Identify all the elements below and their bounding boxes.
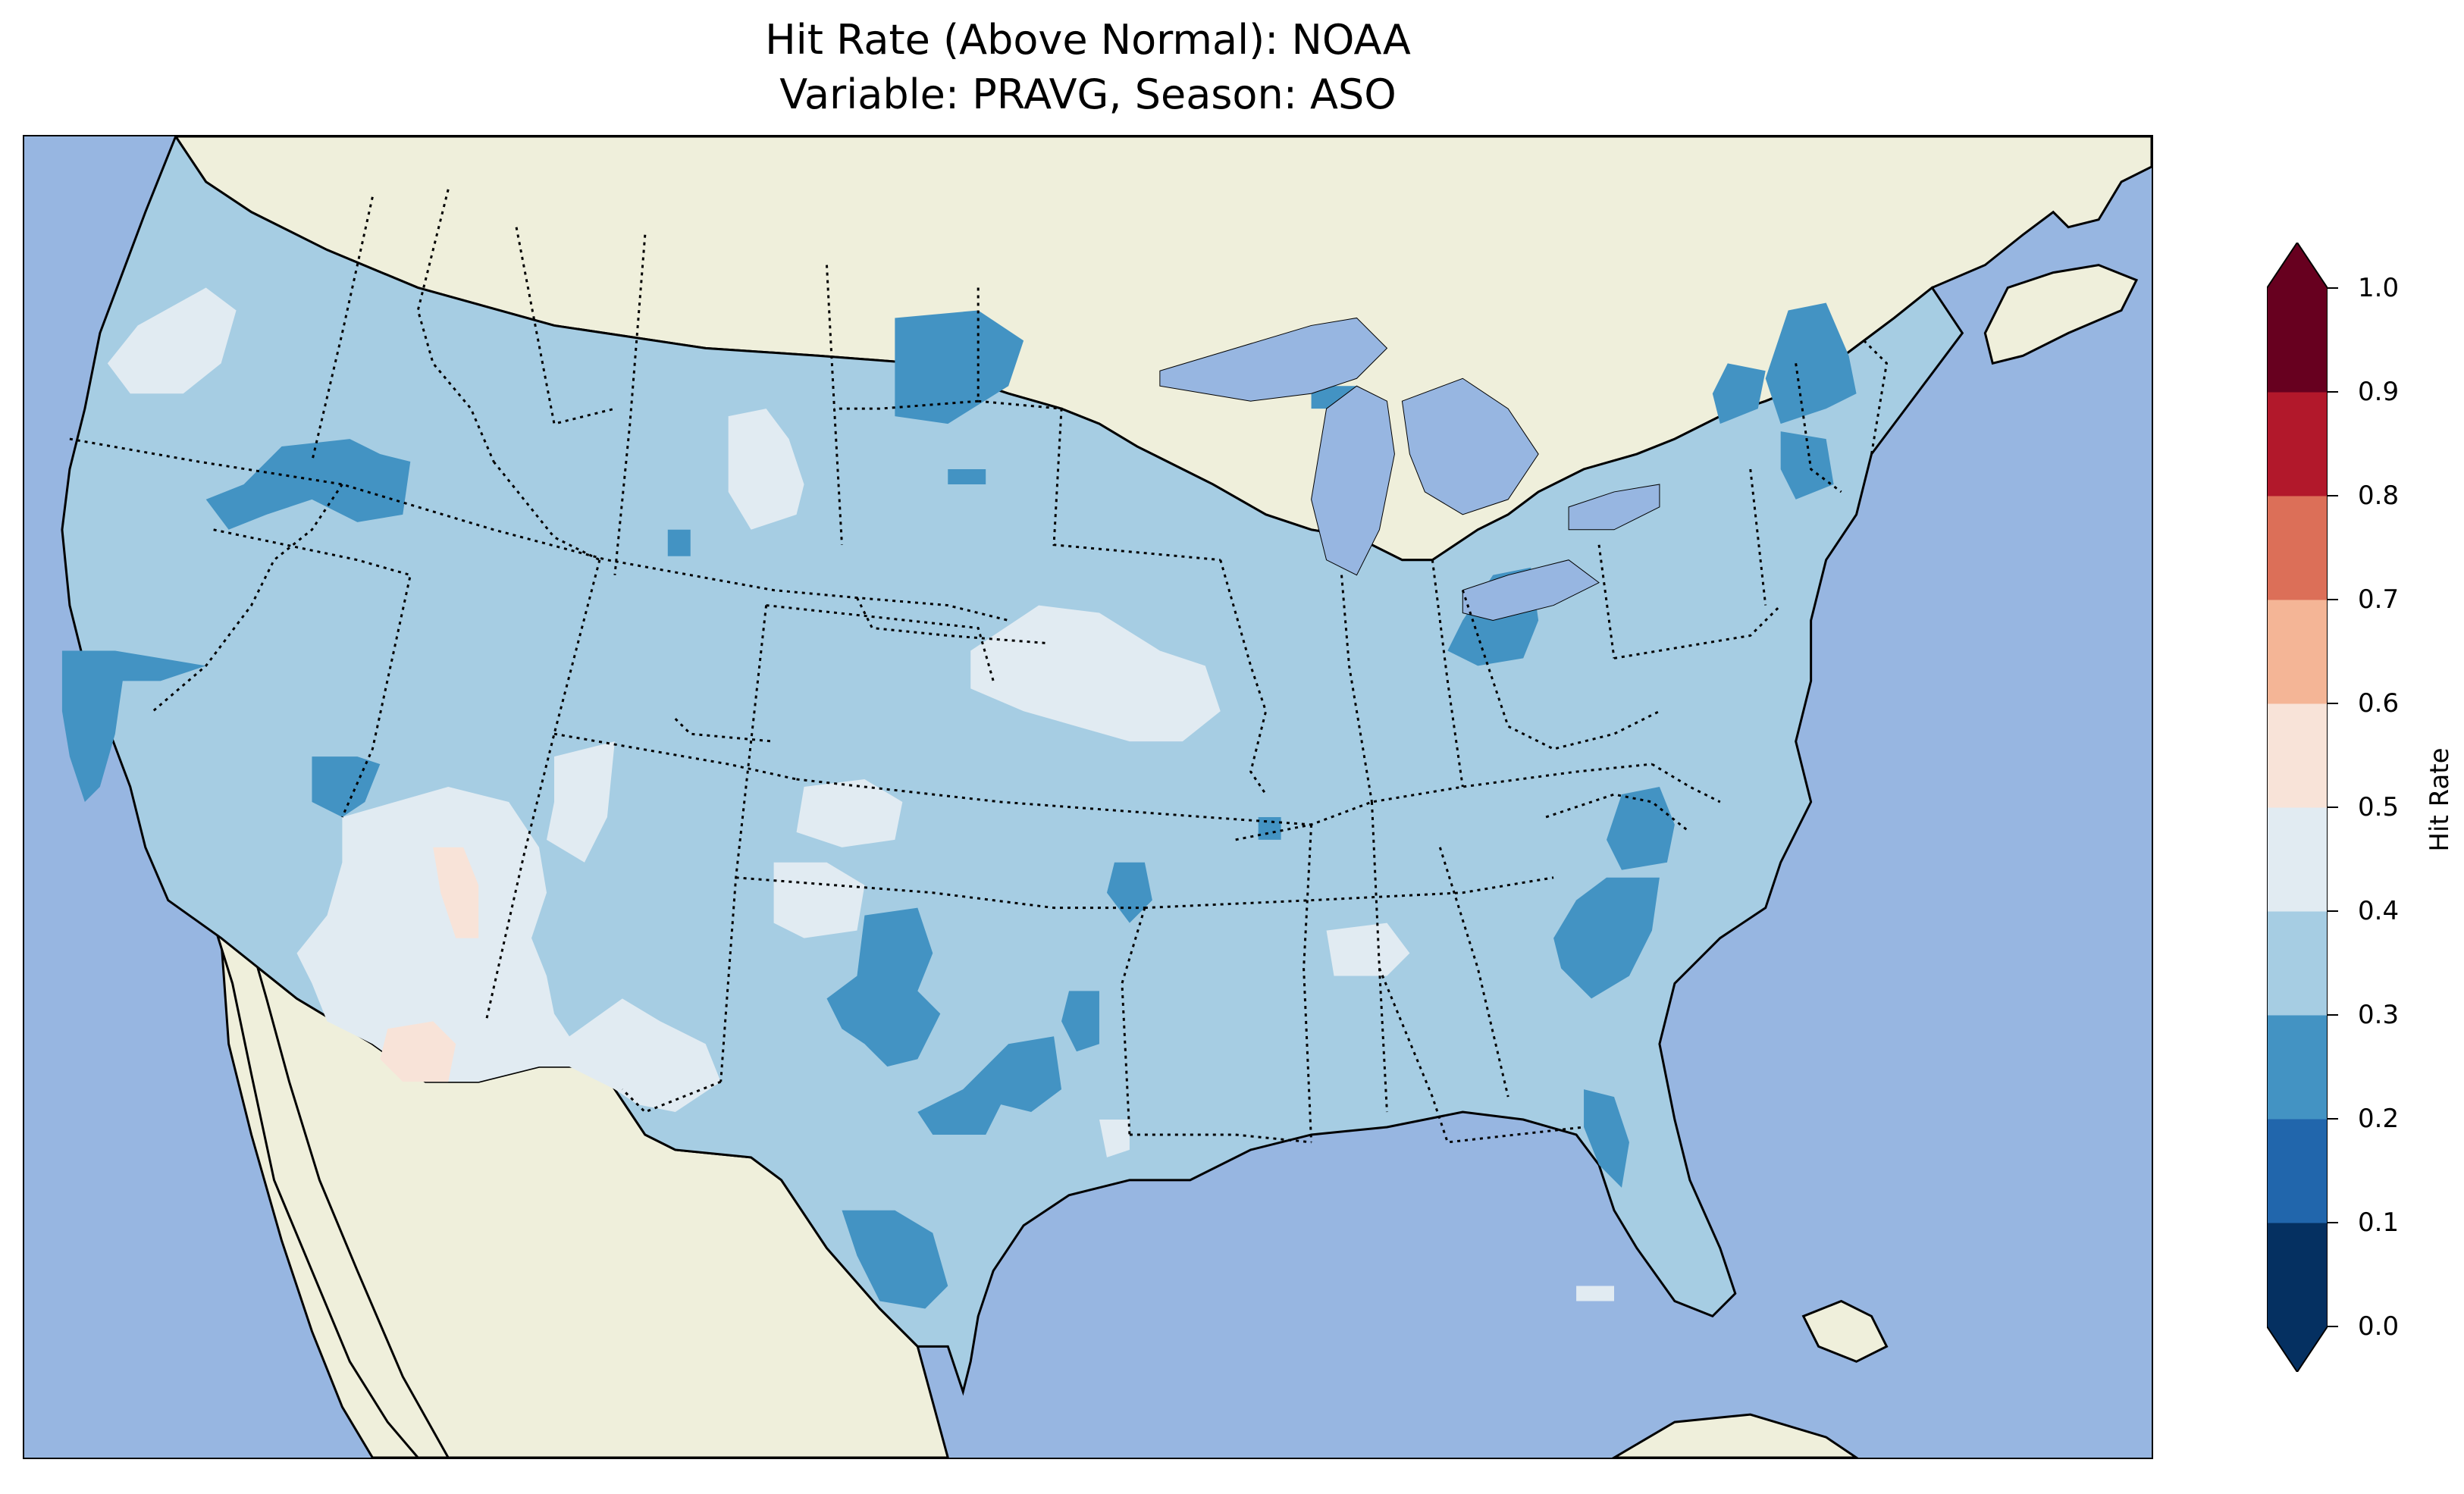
colorbar-tickmark (2328, 287, 2338, 289)
baja-land (212, 920, 450, 1458)
colorbar-bin (2267, 288, 2328, 393)
colorbar-tickmark (2328, 1118, 2338, 1120)
colorbar-tick-label: 0.8 (2358, 481, 2400, 511)
colorbar-tick-label: 0.6 (2358, 688, 2400, 719)
colorbar-bin (2267, 807, 2328, 912)
colorbar-bin (2267, 392, 2328, 496)
colorbar-tickmark (2328, 1326, 2338, 1327)
colorbar-bin (2267, 911, 2328, 1016)
map-panel (23, 135, 2153, 1459)
cuba-land (1801, 1299, 1889, 1363)
colorbar-tick-label: 0.9 (2358, 377, 2400, 407)
colorbar-tick-label: 1.0 (2358, 273, 2400, 303)
colorbar-tickmark (2328, 910, 2338, 912)
colorbar-bin (2267, 600, 2328, 704)
colorbar-tick-label: 0.3 (2358, 1000, 2400, 1030)
colorbar (2267, 243, 2328, 1372)
colorbar-bin (2267, 1119, 2328, 1223)
colorbar-tickmark (2328, 599, 2338, 600)
colorbar-tickmark (2328, 807, 2338, 808)
colorbar-tick-label: 0.5 (2358, 792, 2400, 822)
colorbar-tick-label: 0.0 (2358, 1311, 2400, 1342)
colorbar-tickmark (2328, 1222, 2338, 1223)
colorbar-tickmark (2328, 703, 2338, 704)
colorbar-bin (2267, 1015, 2328, 1120)
colorbar-extend-min (2267, 1326, 2328, 1372)
colorbar-bin (2267, 703, 2328, 808)
yucatan-land (1612, 1413, 1859, 1458)
colorbar-tick-label: 0.1 (2358, 1207, 2400, 1238)
maritimes-land (1983, 264, 2139, 365)
colorbar-tick-label: 0.2 (2358, 1104, 2400, 1134)
hit-rate-0.5-0.6-regions (380, 847, 479, 1082)
map-canvas (24, 136, 2152, 1458)
colorbar-tickmark (2328, 495, 2338, 496)
colorbar-tickmark (2328, 391, 2338, 393)
map-title: Hit Rate (Above Normal): NOAA (765, 16, 1411, 64)
colorbar-tick-label: 0.7 (2358, 584, 2400, 615)
great-lakes (1159, 317, 1660, 622)
colorbar-label: Hit Rate (2425, 747, 2455, 852)
colorbar-bin (2267, 496, 2328, 600)
map-subtitle: Variable: PRAVG, Season: ASO (779, 70, 1397, 118)
state-borders (69, 189, 1889, 1144)
colorbar-tick-label: 0.4 (2358, 896, 2400, 926)
colorbar-extend-max (2267, 243, 2328, 288)
colorbar-bin (2267, 1223, 2328, 1327)
colorbar-tickmark (2328, 1014, 2338, 1016)
hit-rate-0.2-0.3-regions (61, 302, 1857, 1309)
